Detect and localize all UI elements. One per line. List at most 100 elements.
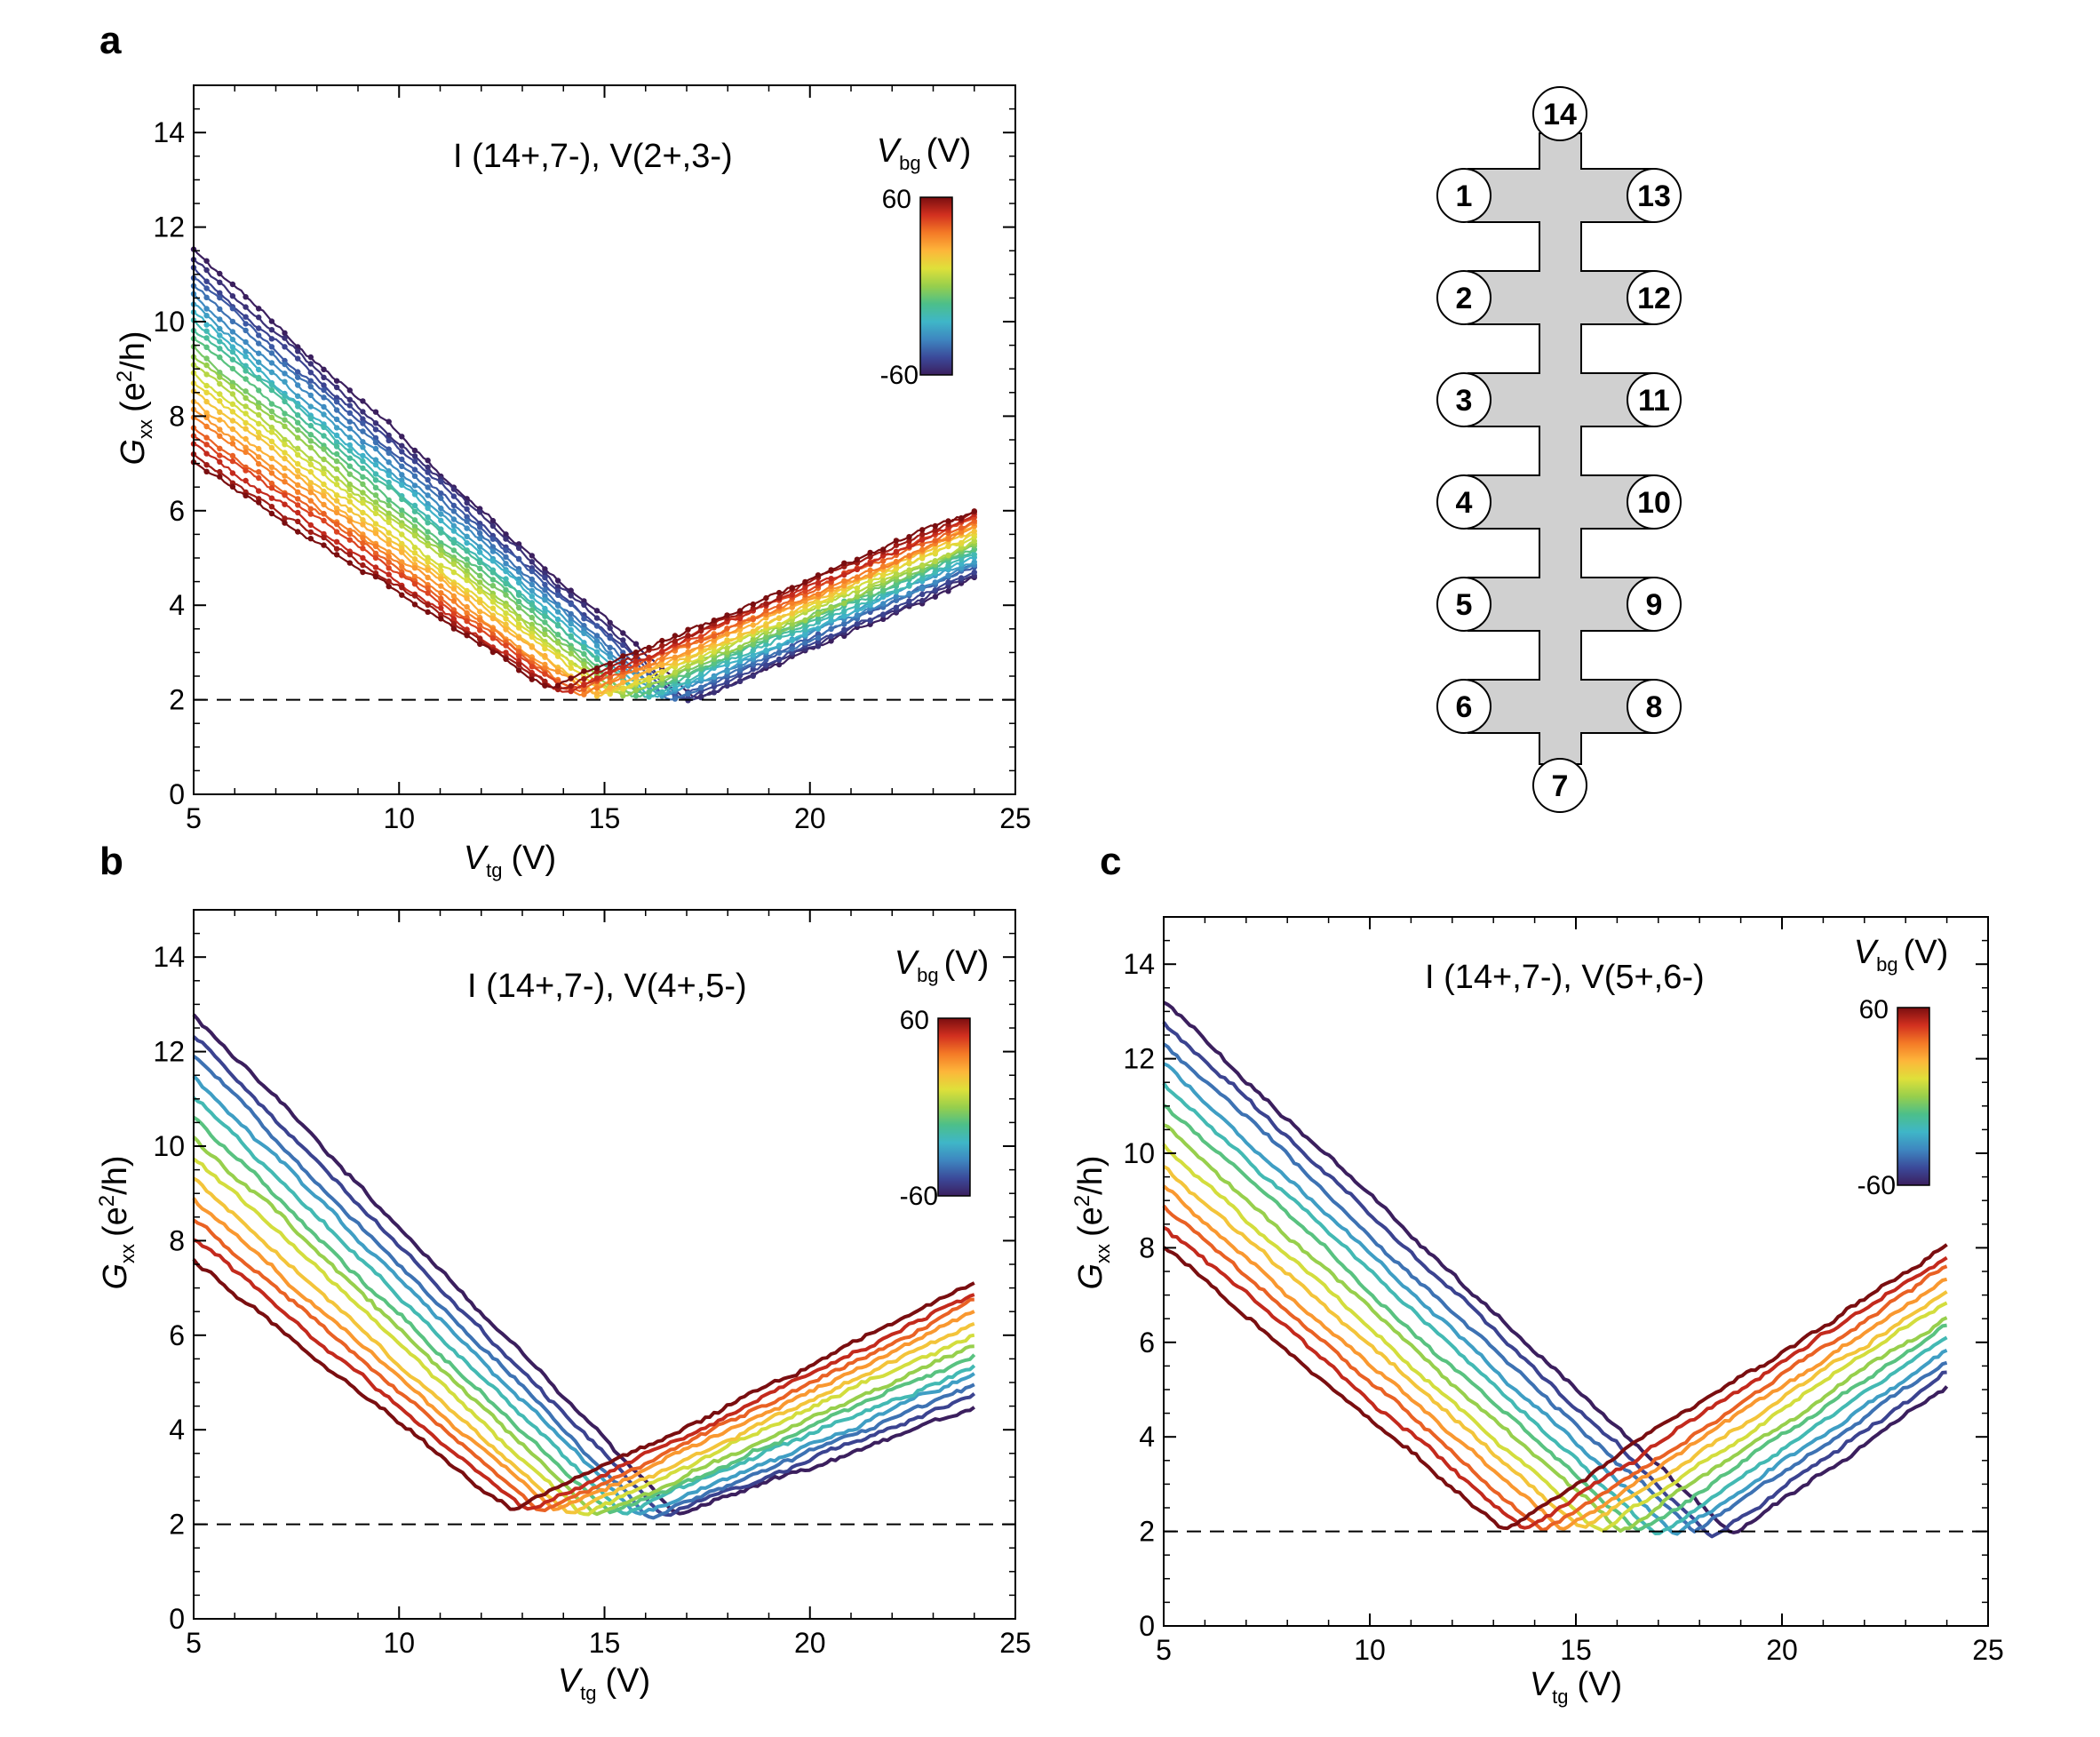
series-line (193, 1176, 975, 1515)
data-point (268, 480, 275, 487)
data-point (256, 434, 262, 441)
data-point (568, 675, 574, 681)
y-axis-label: Gxx (e2/h) (95, 1155, 139, 1289)
data-point (477, 572, 483, 579)
data-point (620, 679, 626, 685)
data-point (711, 689, 717, 696)
data-point (450, 561, 457, 568)
data-point (867, 602, 873, 609)
data-point (295, 509, 301, 516)
data-point (438, 583, 444, 589)
data-point (386, 437, 392, 443)
plot-area: 5 10 15 20 25 0 2 4 6 8 10 12 14 (153, 84, 1031, 834)
data-point (971, 508, 978, 514)
data-point (919, 541, 926, 547)
colorbar-min-label: -60 (1857, 1171, 1896, 1200)
colorbar-min-label: -60 (900, 1182, 938, 1211)
data-point (386, 519, 392, 525)
series-markers (190, 309, 978, 698)
data-point (243, 444, 249, 450)
annotation: I (14+,7-), V(2+,3-) (453, 138, 733, 175)
y-tick-label: 8 (1139, 1231, 1155, 1263)
data-point (438, 505, 444, 512)
data-point (386, 459, 392, 466)
data-point (346, 492, 353, 499)
x-tick-label: 20 (794, 802, 826, 834)
data-point (515, 661, 522, 668)
data-point (919, 546, 926, 553)
data-point (672, 633, 679, 639)
data-point (360, 398, 366, 404)
data-point (568, 633, 574, 639)
data-point (698, 633, 704, 640)
data-point (321, 433, 327, 439)
data-point (282, 330, 288, 336)
data-point (372, 530, 379, 537)
data-point (295, 426, 301, 434)
data-point (256, 376, 262, 382)
data-point (489, 548, 497, 554)
data-point (464, 568, 470, 574)
data-point (593, 675, 601, 681)
data-point (736, 666, 744, 673)
data-point (229, 318, 236, 325)
x-axis-unit: (V) (512, 840, 557, 877)
data-point (841, 578, 847, 584)
data-point (217, 346, 223, 352)
data-point (295, 529, 301, 535)
data-point (438, 490, 444, 497)
data-point (321, 446, 327, 452)
data-point (243, 403, 249, 410)
data-point (736, 608, 744, 614)
x-axis-symbol: V (464, 840, 489, 877)
data-point (372, 457, 379, 463)
data-point (411, 502, 418, 509)
data-point (307, 511, 314, 517)
data-point (229, 356, 236, 363)
data-point (893, 597, 900, 603)
data-point (360, 522, 366, 528)
y-axis-symbol: G (1072, 1263, 1110, 1290)
data-point (971, 551, 978, 558)
y-axis-unit-open: (e (1072, 1207, 1110, 1237)
data-point (685, 663, 691, 669)
data-point (333, 394, 340, 401)
data-point (736, 657, 744, 665)
data-point (607, 625, 613, 632)
data-point (217, 270, 223, 277)
x-tick-label: 5 (1156, 1634, 1172, 1666)
data-point (893, 570, 900, 577)
data-point (282, 455, 288, 462)
data-point (256, 350, 262, 356)
colorbar (919, 196, 953, 376)
data-point (711, 618, 717, 624)
data-point (268, 336, 275, 342)
data-point (282, 473, 288, 479)
y-tick-label: 6 (169, 1319, 185, 1351)
data-point (593, 608, 601, 614)
data-point (268, 444, 275, 451)
data-point (307, 392, 314, 399)
colorbar-title-symbol: V (895, 944, 920, 982)
data-point (438, 568, 444, 574)
data-point (203, 434, 210, 441)
colorbar-title: Vbg (V) (1854, 934, 1949, 976)
x-axis-label: Vtg (V) (464, 840, 556, 881)
data-point (295, 355, 301, 362)
data-point (568, 650, 574, 657)
data-point (529, 587, 535, 594)
data-point (776, 621, 783, 628)
data-point (333, 450, 340, 458)
data-point (906, 583, 912, 589)
data-point (477, 549, 483, 555)
data-point (632, 673, 640, 680)
data-point (515, 653, 522, 659)
data-point (464, 539, 470, 546)
data-point (333, 443, 340, 450)
data-point (256, 366, 262, 373)
data-point (906, 553, 912, 559)
data-point (515, 545, 522, 551)
data-point (425, 500, 431, 507)
series-line (193, 1238, 975, 1511)
data-point (554, 587, 561, 594)
